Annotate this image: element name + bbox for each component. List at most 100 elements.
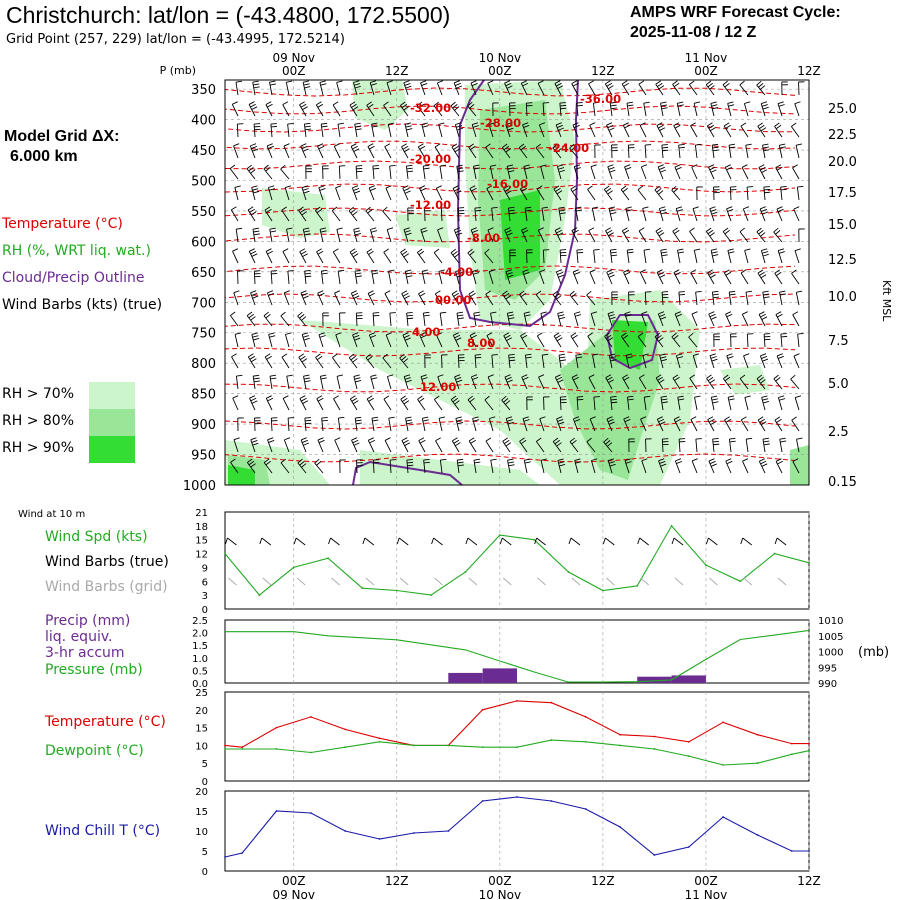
wind-barb-flag bbox=[317, 103, 324, 108]
wind-barb bbox=[470, 227, 478, 243]
grid-wind-barb bbox=[365, 577, 375, 586]
pressure-tick-label: 750 bbox=[191, 327, 216, 342]
wind-barb-staff bbox=[725, 460, 732, 474]
wind-barb-staff bbox=[570, 188, 579, 201]
wind-barb-flag bbox=[525, 209, 532, 212]
wind-barb-staff bbox=[439, 166, 443, 180]
wind-barb-staff bbox=[281, 356, 290, 369]
wind-barb-flag bbox=[468, 290, 475, 295]
wind-barb-flag bbox=[604, 185, 610, 190]
wind-barb-flag bbox=[338, 416, 345, 419]
wind-barb-staff bbox=[252, 229, 256, 243]
wind-barb-flag bbox=[535, 290, 542, 295]
wind-barb bbox=[773, 227, 783, 243]
wind-barb-flag bbox=[593, 101, 600, 104]
wind-barb bbox=[540, 164, 547, 180]
wind-barb-staff bbox=[639, 125, 647, 138]
wind-barb-flag bbox=[762, 290, 769, 293]
wind-barb-flag bbox=[484, 248, 490, 254]
wind-barb-flag bbox=[660, 211, 667, 215]
wind-barb-flag bbox=[626, 101, 633, 104]
wind-barb-flag bbox=[401, 437, 408, 441]
surface-wind-barb-flag bbox=[774, 537, 778, 545]
wind-barb-flag bbox=[251, 106, 258, 110]
wind-barb-staff bbox=[457, 208, 460, 222]
wind-barb-staff bbox=[353, 229, 358, 243]
wind-barb-flag bbox=[453, 332, 459, 336]
wind-barb-flag bbox=[421, 230, 428, 233]
surface-wind-barb bbox=[639, 537, 649, 546]
wind-barb bbox=[319, 227, 327, 243]
precip-bar bbox=[671, 675, 706, 683]
wind-barb-flag bbox=[250, 211, 257, 216]
wind-barb-flag bbox=[253, 338, 260, 341]
wind-barb bbox=[230, 458, 239, 474]
wind-barb-flag bbox=[382, 206, 388, 212]
wind-barb bbox=[589, 122, 596, 138]
wind-barb bbox=[521, 374, 529, 390]
wind-barb-flag bbox=[304, 269, 311, 272]
wind-barb-staff bbox=[421, 124, 426, 138]
wind-barb-staff bbox=[473, 166, 477, 180]
wind-barb-staff bbox=[382, 210, 392, 222]
wind-barb-flag bbox=[709, 379, 715, 384]
pressure-tick-label: 1000 bbox=[818, 648, 843, 659]
wind-barb-flag bbox=[709, 85, 715, 90]
wind-barb-flag bbox=[641, 164, 648, 168]
wind-barb-staff bbox=[756, 378, 766, 390]
wind-barb-flag bbox=[406, 422, 413, 425]
wind-barb bbox=[319, 80, 327, 96]
wind-barb-flag bbox=[637, 185, 644, 191]
wind-barb-flag bbox=[317, 290, 324, 294]
wind-barb-flag bbox=[756, 374, 763, 380]
wind-barb-flag bbox=[298, 206, 304, 211]
wind-barb-staff bbox=[728, 439, 732, 453]
wind-barb-flag bbox=[251, 185, 258, 188]
wind-barb-flag bbox=[538, 227, 544, 231]
wind-barb-staff bbox=[284, 334, 290, 348]
wind-barb-staff bbox=[436, 82, 443, 96]
wind-barb-staff bbox=[571, 83, 579, 96]
wind-barb-staff bbox=[621, 230, 630, 243]
wind-barb bbox=[756, 80, 766, 96]
wind-barb-flag bbox=[301, 463, 307, 468]
wind-barb-flag bbox=[251, 400, 258, 404]
wind-barb-staff bbox=[743, 103, 749, 117]
wind-barb bbox=[319, 374, 327, 390]
wind-barb-flag bbox=[725, 124, 731, 129]
wind-barb bbox=[727, 101, 735, 117]
wind-barb-flag bbox=[252, 190, 260, 194]
wind-barb-flag bbox=[300, 143, 307, 147]
wind-barb bbox=[758, 164, 768, 180]
wind-barb-flag bbox=[405, 419, 413, 422]
wind-barb-flag bbox=[317, 250, 324, 255]
wind-barb-flag bbox=[454, 187, 460, 192]
wind-barb-flag bbox=[231, 353, 237, 358]
wind-barb-staff bbox=[338, 165, 341, 180]
wind-barb-flag bbox=[404, 337, 411, 341]
wind-barb-flag bbox=[725, 418, 732, 423]
wind-barb-flag bbox=[252, 335, 259, 338]
wind-barb bbox=[728, 143, 736, 159]
wind-barb-staff bbox=[625, 208, 630, 222]
wind-barb-flag bbox=[573, 416, 580, 420]
wind-barb bbox=[336, 227, 343, 243]
wind-barb-staff bbox=[333, 146, 341, 159]
wind-barb-flag bbox=[305, 275, 312, 278]
wind-barb bbox=[304, 417, 312, 432]
wind-barb-flag bbox=[299, 248, 306, 253]
wind-barb-staff bbox=[382, 357, 392, 369]
wind-chill-line-point bbox=[481, 800, 484, 802]
legend-dewpoint-series: Dewpoint (°C) bbox=[45, 743, 144, 759]
wind-barb-staff bbox=[253, 270, 256, 285]
wind-barb bbox=[730, 333, 737, 348]
wind-barb bbox=[672, 80, 681, 96]
wind-barb-flag bbox=[303, 374, 310, 377]
wind-barb bbox=[693, 101, 701, 117]
wind-barb-flag bbox=[348, 353, 355, 358]
wind-barb-flag bbox=[708, 311, 715, 315]
wind-barb-staff bbox=[691, 460, 698, 474]
wind-barb-staff bbox=[405, 418, 409, 432]
wind-barb-flag bbox=[406, 311, 413, 314]
wind-barb-flag bbox=[352, 253, 359, 258]
